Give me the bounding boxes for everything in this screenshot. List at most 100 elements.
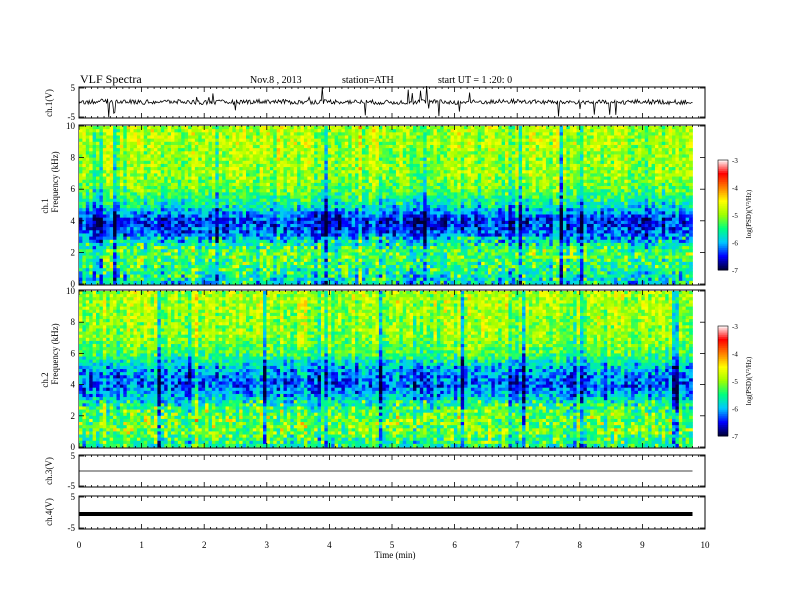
spectrogram-cell: [184, 211, 189, 215]
spectrogram-cell: [191, 129, 196, 133]
spectrogram-cell: [256, 265, 261, 269]
spectrogram-cell: [365, 129, 370, 133]
spectrogram-cell: [344, 277, 349, 282]
spectrogram-cell: [191, 148, 196, 152]
spectrogram-cell: [331, 258, 336, 263]
spectrogram-cell: [174, 132, 179, 136]
spectrogram-cell: [147, 126, 151, 130]
spectrogram-cell: [263, 227, 267, 231]
spectrogram-cell: [341, 144, 346, 149]
spectrogram-cell: [228, 173, 233, 177]
spectrogram-cell: [79, 195, 83, 200]
spectrogram-cell: [348, 182, 353, 187]
spectrogram-cell: [249, 236, 254, 241]
spectrogram-cell: [389, 138, 393, 143]
spectrogram-cell: [252, 252, 257, 256]
spectrogram-cell: [368, 246, 373, 250]
spectrogram-cell: [368, 138, 373, 143]
spectrogram-cell: [99, 211, 104, 215]
spectrogram-cell: [416, 167, 421, 171]
spectrogram-cell: [184, 179, 189, 184]
spectrogram-cell: [327, 208, 332, 212]
spectrogram-cell: [252, 170, 257, 174]
spectrogram-cell: [266, 201, 271, 206]
spectrogram-cell: [372, 265, 376, 269]
spectrogram-cell: [136, 176, 141, 181]
spectrogram-cell: [324, 157, 329, 162]
spectrogram-cell: [249, 126, 254, 130]
spectrogram-cell: [402, 163, 407, 168]
spectrogram-cell: [201, 198, 206, 203]
spectrogram-cell: [392, 176, 397, 181]
spectrogram-cell: [351, 239, 356, 244]
spectrogram-cell: [297, 249, 301, 253]
spectrogram-cell: [358, 268, 363, 272]
spectrogram-cell: [228, 236, 233, 241]
spectrogram-cell: [235, 195, 240, 200]
spectrogram-cell: [416, 205, 421, 209]
spectrogram-cell: [147, 217, 151, 222]
spectrogram-cell: [136, 261, 141, 266]
spectrogram-cell: [174, 252, 179, 256]
spectrogram-cell: [402, 230, 407, 234]
spectrogram-cell: [201, 246, 206, 250]
spectrogram-cell: [99, 160, 104, 165]
spectrogram-cell: [191, 170, 196, 174]
spectrogram-cell: [160, 148, 165, 152]
spectrogram-cell: [85, 129, 90, 133]
spectrogram-cell: [188, 214, 192, 219]
spectrogram-cell: [358, 126, 363, 130]
spectrogram-cell: [378, 268, 383, 272]
spectrogram-cell: [133, 157, 138, 162]
spectrogram-cell: [109, 255, 114, 260]
spectrogram-cell: [215, 249, 220, 253]
spectrogram-cell: [351, 227, 356, 231]
spectrogram-cell: [153, 132, 158, 136]
spectrogram-cell: [256, 154, 261, 158]
spectrogram-cell: [89, 214, 94, 219]
spectrogram-cell: [297, 277, 301, 282]
spectrogram-cell: [389, 227, 393, 231]
spectrogram-cell: [280, 198, 284, 203]
spectrogram-cell: [133, 217, 138, 222]
spectrogram-cell: [205, 246, 209, 250]
spectrogram-cell: [136, 138, 141, 143]
spectrogram-cell: [263, 242, 267, 247]
spectrogram-cell: [249, 173, 254, 177]
spectrogram-cell: [334, 138, 339, 143]
spectrogram-cell: [395, 195, 400, 200]
spectrogram-cell: [153, 192, 158, 196]
spectrogram-cell: [389, 220, 393, 225]
spectrogram-cell: [273, 138, 278, 143]
spectrogram-cell: [123, 192, 128, 196]
spectrogram-cell: [79, 160, 83, 165]
spectrogram-cell: [334, 223, 339, 228]
spectrogram-cell: [416, 160, 421, 165]
spectrogram-cell: [368, 176, 373, 181]
spectrogram-cell: [389, 258, 393, 263]
spectrogram-cell: [399, 258, 404, 263]
spectrogram-cell: [317, 205, 322, 209]
spectrogram-cell: [215, 173, 220, 177]
spectrogram-cell: [113, 271, 117, 275]
spectrogram-cell: [188, 205, 192, 209]
spectrogram-cell: [303, 157, 308, 162]
spectrogram-cell: [147, 230, 151, 234]
spectrogram-cell: [85, 132, 90, 136]
spectrogram-cell: [276, 246, 281, 250]
spectrogram-cell: [382, 163, 387, 168]
spectrogram-cell: [263, 246, 267, 250]
spectrogram-cell: [358, 211, 363, 215]
spectrogram-cell: [320, 176, 325, 181]
spectrogram-cell: [310, 220, 315, 225]
spectrogram-cell: [252, 246, 257, 250]
spectrogram-cell: [413, 255, 417, 260]
spectrogram-cell: [280, 192, 284, 196]
spectrogram-cell: [201, 271, 206, 275]
spectrogram-cell: [361, 163, 366, 168]
spectrogram-cell: [307, 163, 312, 168]
spectrogram-cell: [82, 154, 87, 158]
spectrogram-cell: [116, 268, 121, 272]
spectrogram-cell: [123, 249, 128, 253]
spectrogram-cell: [409, 201, 414, 206]
